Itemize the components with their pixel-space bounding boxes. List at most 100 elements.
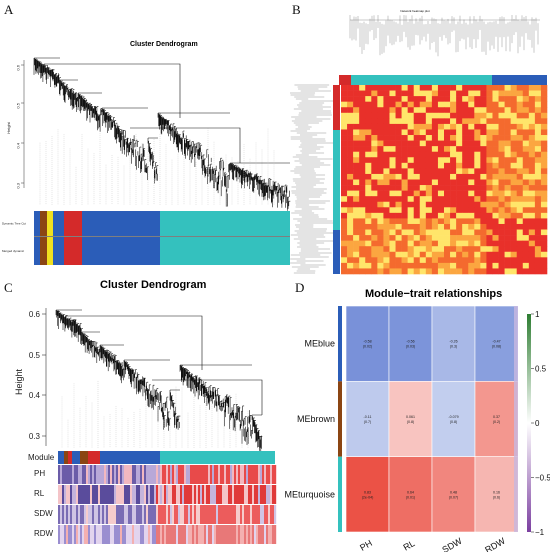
panel-c-trait-stripe <box>198 505 201 524</box>
panel-b-heat-cell <box>401 201 408 208</box>
panel-b-heat-cell <box>510 207 518 214</box>
panel-b-heat-cell <box>425 257 433 264</box>
panel-b-heat-cell <box>395 262 402 269</box>
panel-c-trait-stripe <box>86 485 89 504</box>
panel-b-heat-cell <box>486 168 493 175</box>
panel-b-heat-cell <box>419 218 427 225</box>
panel-b-heat-cell <box>534 146 542 153</box>
panel-c-trait-stripe <box>110 525 113 544</box>
panel-b-heat-cell <box>516 140 524 147</box>
panel-c-trait-stripe <box>186 465 189 484</box>
panel-c-trait-stripe <box>172 485 175 504</box>
panel-b-heat-cell <box>504 235 511 241</box>
panel-c-label: C <box>4 280 13 295</box>
panel-b-heat-cell <box>407 101 415 108</box>
panel-b-heat-cell <box>534 107 542 114</box>
panel-b-heat-cell <box>341 140 348 147</box>
panel-b-heat-cell <box>431 223 439 230</box>
panel-c-trait-stripe <box>258 485 261 504</box>
panel-b-heat-cell <box>504 162 511 169</box>
panel-c-trait-stripe <box>202 465 205 484</box>
panel-b-heat-cell <box>413 162 421 169</box>
panel-b-heat-cell <box>468 118 475 125</box>
panel-b-heat-cell <box>534 157 542 164</box>
panel-b-heat-cell <box>419 251 427 258</box>
panel-c-trait-stripe <box>262 465 265 484</box>
panel-b-heat-cell <box>419 140 427 147</box>
panel-b-heat-cell <box>492 179 499 186</box>
panel-b-heat-cell <box>353 268 360 275</box>
panel-b-heat-cell <box>365 118 372 125</box>
panel-b-heat-cell <box>528 112 536 119</box>
panel-b-heat-cell <box>498 129 505 136</box>
panel-b-heat-cell <box>492 190 499 197</box>
panel-b-heat-cell <box>468 268 475 275</box>
panel-c-trait-stripe <box>96 465 99 484</box>
panel-b-heat-cell <box>431 246 439 253</box>
panel-c-trait-stripe <box>274 485 277 504</box>
panel-b-heat-cell <box>401 185 408 191</box>
panel-c-trait-stripe <box>96 505 99 524</box>
panel-c-trait-stripe <box>242 525 245 544</box>
panel-b-heat-cell <box>341 123 348 130</box>
panel-b-heat-cell <box>504 85 511 91</box>
panel-b-heat-cell <box>413 168 421 175</box>
panel-b-heat-cell <box>389 118 396 125</box>
panel-c-trait-stripe <box>242 485 245 504</box>
panel-b-heat-cell <box>462 235 469 241</box>
panel-b-heat-cell <box>540 101 548 108</box>
panel-b-heat-cell <box>437 135 445 141</box>
panel-c-trait-stripe <box>90 525 93 544</box>
panel-b-heat-cell <box>534 179 542 186</box>
panel-b-heat-cell <box>437 262 445 269</box>
panel-c-trait-stripe <box>200 505 203 524</box>
panel-b-heat-cell <box>486 118 493 125</box>
panel-b-heat-cell <box>389 85 396 91</box>
panel-c-trait-stripe <box>86 465 89 484</box>
panel-c-trait-stripe <box>96 525 99 544</box>
panel-b-heat-cell <box>377 235 384 241</box>
panel-b-heat-cell <box>528 268 536 275</box>
panel-a-bar0-band-6 <box>160 211 290 236</box>
panel-b-heat-cell <box>540 212 548 219</box>
panel-c-trait-stripe <box>254 505 257 524</box>
panel-c-trait-stripe <box>130 505 133 524</box>
panel-c-trait-stripe <box>142 505 145 524</box>
panel-b-heat-cell <box>431 173 439 180</box>
panel-b-heat-cell <box>480 85 487 91</box>
panel-c-trait-stripe <box>112 525 115 544</box>
panel-b-heat-cell <box>456 207 463 214</box>
panel-b-heat-cell <box>359 129 366 136</box>
panel-b-heat-cell <box>383 201 390 208</box>
panel-b-heat-cell <box>468 212 475 219</box>
panel-b-heat-cell <box>395 168 402 175</box>
panel-b-heat-cell <box>444 190 451 197</box>
panel-b-heat-cell <box>486 107 493 114</box>
panel-c-trait-stripe <box>246 485 249 504</box>
panel-b-heat-cell <box>528 123 536 130</box>
panel-d-row-label-2: MEturquoise <box>284 489 335 499</box>
panel-a-bar1-band-0 <box>34 237 40 265</box>
panel-b-heat-cell <box>353 173 360 180</box>
panel-b-heat-cell <box>413 140 421 147</box>
panel-b-heat-cell <box>456 229 463 236</box>
panel-b-heat-cell <box>341 151 348 158</box>
panel-a-tree-branches <box>33 57 291 211</box>
panel-b-heat-cell <box>425 135 433 141</box>
panel-b-heat-cell <box>468 207 475 214</box>
panel-c-trait-stripe <box>118 525 121 544</box>
panel-c-trait-stripe <box>198 485 201 504</box>
panel-b-heat-cell <box>359 235 366 241</box>
panel-c-trait-stripe <box>110 505 113 524</box>
panel-b-heat-cell <box>395 85 402 91</box>
panel-b-heat-cell <box>383 135 390 141</box>
panel-d-cell-value: -0.58 <box>363 340 371 344</box>
panel-b-heat-cell <box>522 107 530 114</box>
panel-c-trait-stripe <box>82 525 85 544</box>
panel-b-heat-cell <box>413 268 421 275</box>
panel-b-heat-cell <box>480 157 487 164</box>
panel-b-heat-cell <box>413 101 421 108</box>
panel-d-cell-value: 0.16 <box>493 490 500 494</box>
panel-c-trait-stripe <box>238 465 241 484</box>
panel-b-heat-cell <box>437 246 445 253</box>
